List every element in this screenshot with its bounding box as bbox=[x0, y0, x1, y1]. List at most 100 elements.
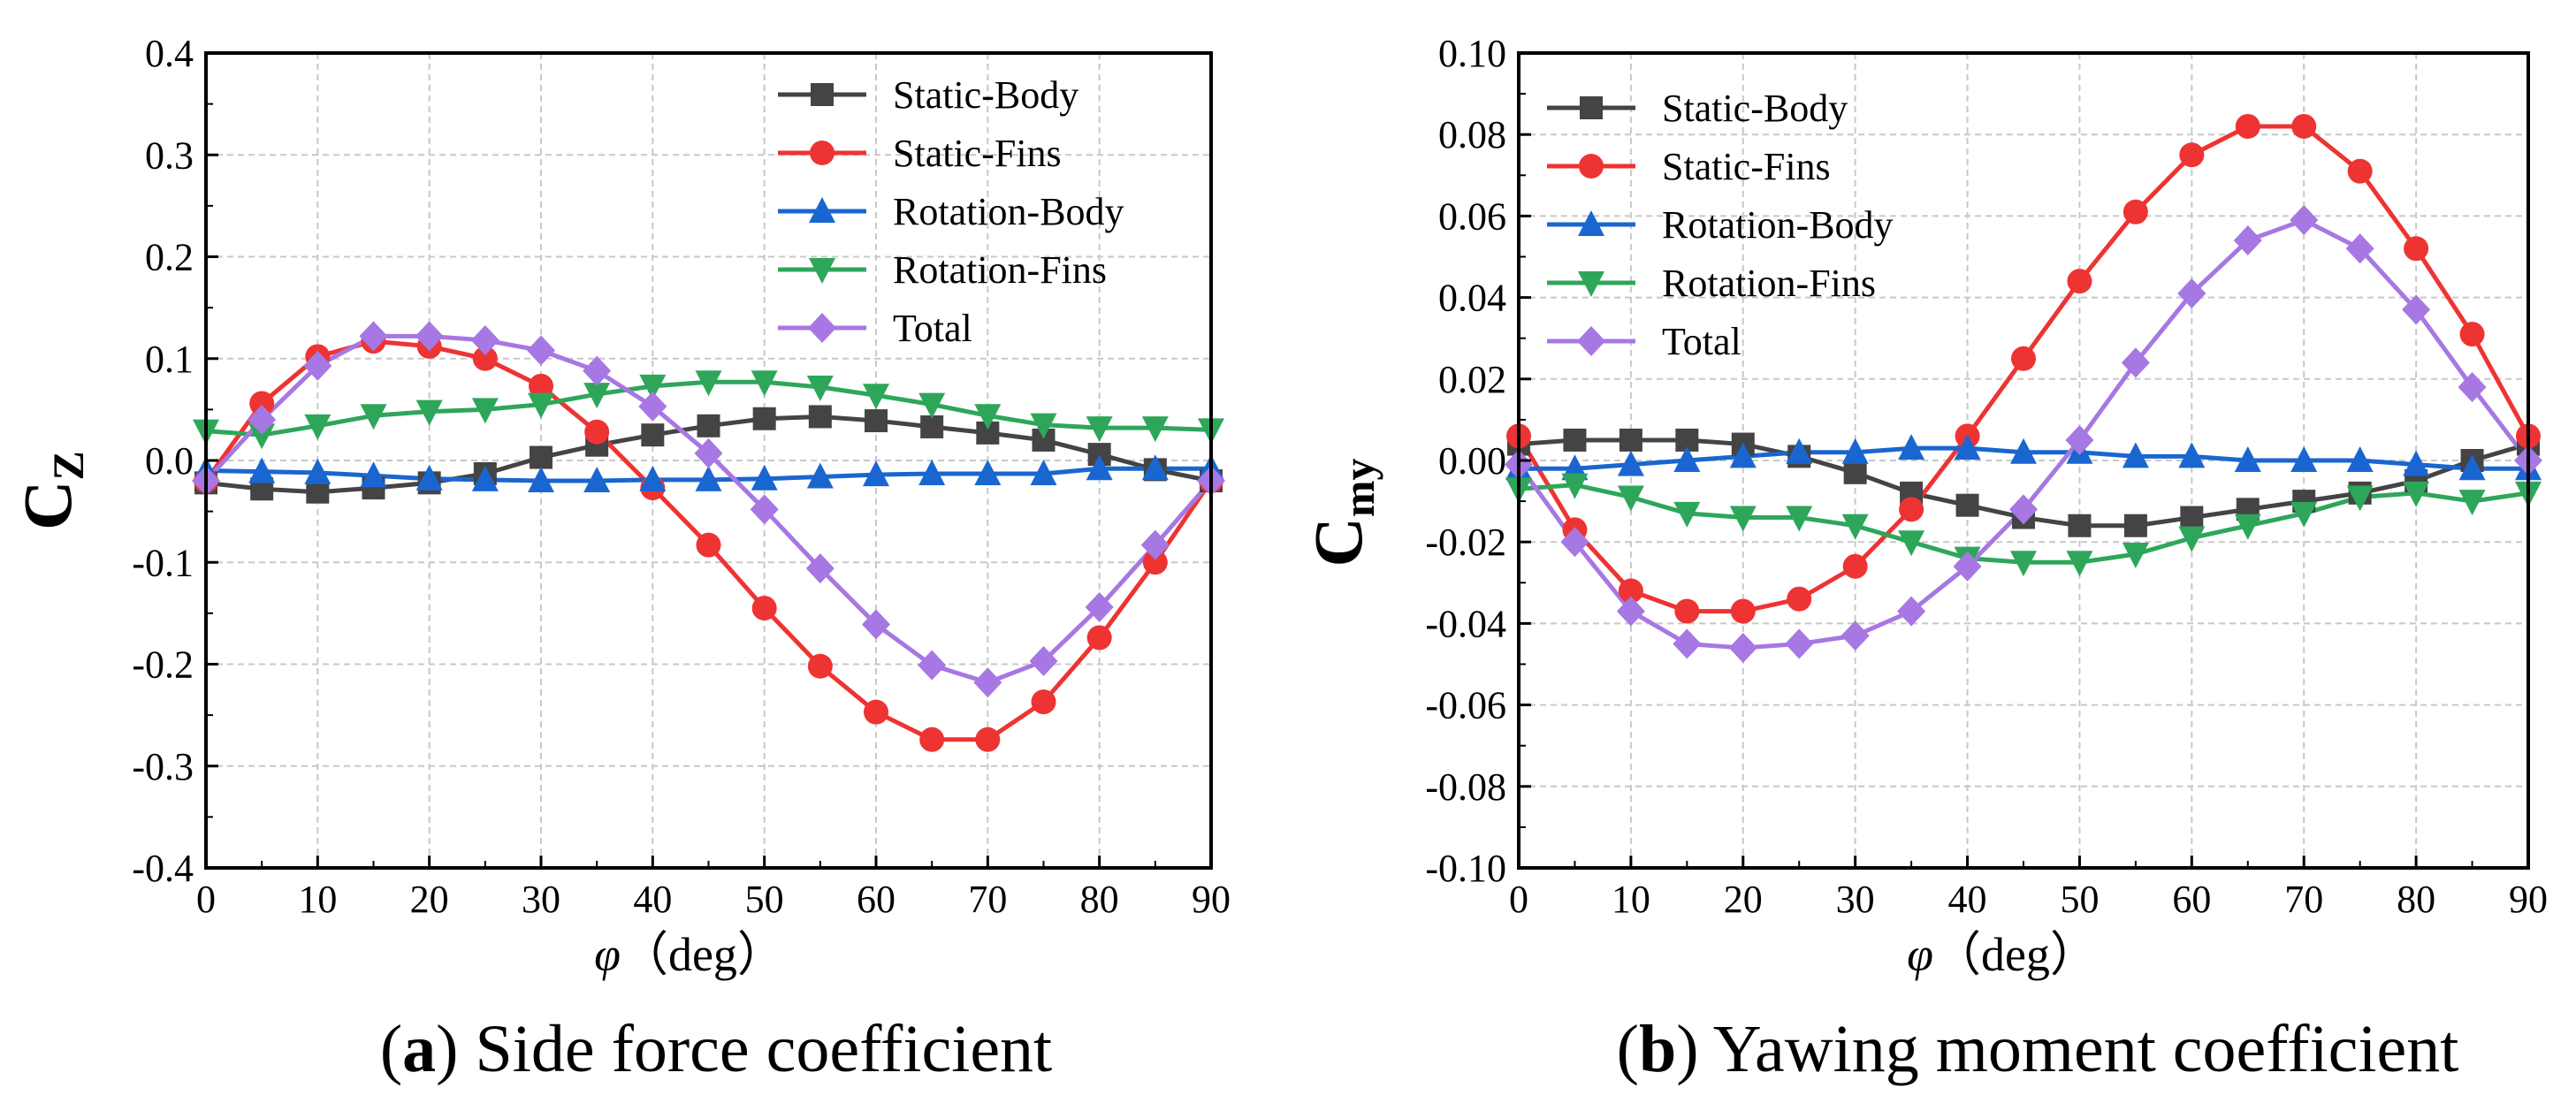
data-point-rotation-fins bbox=[2458, 490, 2486, 516]
data-point-total bbox=[2065, 424, 2094, 455]
y-axis-label: Cmy bbox=[1299, 459, 1383, 567]
data-point-total bbox=[583, 355, 612, 386]
data-point-rotation-fins bbox=[2346, 485, 2374, 512]
data-point-rotation-body bbox=[2290, 446, 2318, 472]
data-point-static-body bbox=[1955, 493, 1979, 517]
caption-panel-letter: a bbox=[402, 1012, 436, 1086]
data-point-static-body bbox=[1619, 428, 1642, 452]
x-axis-label-symbol: φ bbox=[594, 928, 621, 981]
data-point-static-fins bbox=[2123, 199, 2148, 224]
legend-label-static-body: Static-Body bbox=[1662, 87, 1848, 130]
data-point-rotation-body bbox=[695, 465, 722, 491]
data-point-rotation-fins bbox=[1141, 416, 1169, 443]
x-tick-label: 40 bbox=[1948, 878, 1987, 921]
data-point-rotation-fins bbox=[1898, 530, 1925, 557]
data-point-static-fins bbox=[1674, 598, 1700, 624]
data-point-static-fins bbox=[696, 532, 721, 558]
data-point-rotation-fins bbox=[360, 404, 387, 430]
data-point-static-body bbox=[641, 423, 665, 447]
y-axis-label-subscript: my bbox=[1334, 459, 1383, 518]
y-tick-label: 0.02 bbox=[1438, 358, 1506, 401]
data-point-static-body bbox=[2180, 506, 2204, 529]
data-point-rotation-body bbox=[918, 459, 946, 485]
data-point-rotation-body bbox=[974, 459, 1002, 485]
data-point-rotation-body bbox=[1141, 454, 1169, 481]
data-point-rotation-body bbox=[2458, 454, 2486, 481]
legend-marker-rotation-body bbox=[809, 197, 835, 223]
yawing-moment-chart: 0 10 20 30 40 50 60 70 80 90 -0.10 -0.08 -0.06 -0.04 -… bbox=[1299, 32, 2548, 1086]
y-axis-label-main: C bbox=[9, 481, 86, 530]
y-axis-label-subscript: Z bbox=[43, 451, 93, 480]
data-point-rotation-body bbox=[1086, 454, 1113, 481]
data-point-static-fins bbox=[472, 346, 498, 371]
data-point-rotation-fins bbox=[248, 423, 276, 450]
data-point-total bbox=[1785, 628, 1814, 659]
data-point-static-fins bbox=[1730, 598, 1756, 624]
data-point-rotation-body bbox=[471, 465, 499, 491]
data-point-rotation-body bbox=[2403, 450, 2430, 476]
legend-marker-total bbox=[808, 313, 836, 343]
data-point-rotation-body bbox=[360, 461, 387, 488]
data-point-rotation-body bbox=[2010, 437, 2037, 464]
caption-paren-open: ( bbox=[380, 1012, 402, 1086]
y-tick-label: -0.06 bbox=[1425, 684, 1506, 727]
y-tick-label: -0.08 bbox=[1425, 765, 1506, 809]
legend-marker-static-fins bbox=[810, 141, 835, 165]
data-point-rotation-fins bbox=[304, 414, 332, 440]
x-tick-label: 30 bbox=[522, 878, 560, 921]
y-tick-label: 0.0 bbox=[145, 439, 194, 483]
y-tick-label: 0.4 bbox=[145, 32, 194, 75]
data-point-static-fins bbox=[975, 726, 1001, 752]
data-point-rotation-body bbox=[583, 467, 611, 493]
data-point-static-body bbox=[752, 407, 776, 430]
data-point-static-fins bbox=[1899, 497, 1924, 522]
data-point-total bbox=[2233, 225, 2262, 256]
data-point-total bbox=[470, 325, 499, 356]
data-point-rotation-body bbox=[304, 458, 332, 484]
data-point-total bbox=[2177, 278, 2206, 308]
legend-label-rotation-fins: Rotation-Fins bbox=[893, 248, 1107, 292]
legend-label-static-body: Static-Body bbox=[893, 73, 1078, 117]
data-point-rotation-fins bbox=[1617, 485, 1644, 512]
y-tick-label: 0.08 bbox=[1438, 113, 1506, 156]
data-point-total bbox=[1560, 527, 1589, 558]
data-point-rotation-fins bbox=[918, 392, 946, 419]
panel-caption: (b) Yawing moment coefficient bbox=[1617, 1012, 2459, 1086]
legend-label-rotation-body: Rotation-Body bbox=[1662, 203, 1894, 247]
x-tick-label: 90 bbox=[2509, 878, 2548, 921]
data-point-total bbox=[359, 321, 388, 352]
data-point-static-body bbox=[1843, 460, 1867, 484]
legend-marker-total bbox=[1577, 326, 1605, 356]
data-point-total bbox=[2458, 372, 2487, 403]
data-point-static-fins bbox=[864, 699, 888, 725]
data-point-rotation-body bbox=[415, 464, 443, 491]
data-point-rotation-fins bbox=[2010, 551, 2037, 577]
legend-marker-static-body bbox=[811, 83, 834, 106]
data-point-rotation-fins bbox=[2178, 526, 2206, 552]
x-tick-label: 10 bbox=[298, 878, 337, 921]
data-point-total bbox=[527, 335, 555, 366]
legend-label-rotation-body: Rotation-Body bbox=[893, 190, 1124, 233]
data-point-total bbox=[973, 667, 1002, 698]
data-point-rotation-fins bbox=[1086, 416, 1113, 443]
data-point-static-fins bbox=[2067, 269, 2092, 294]
data-point-total bbox=[415, 321, 444, 352]
legend-label-total: Total bbox=[893, 307, 972, 350]
y-tick-label: 0.04 bbox=[1438, 277, 1506, 320]
x-tick-label: 30 bbox=[1836, 878, 1875, 921]
y-tick-label: -0.1 bbox=[132, 541, 194, 584]
data-point-static-fins bbox=[2179, 142, 2205, 168]
data-point-total bbox=[1897, 596, 1926, 627]
legend-marker-rotation-fins bbox=[1578, 271, 1604, 297]
data-point-static-body bbox=[530, 445, 553, 469]
data-point-rotation-body bbox=[1954, 434, 1981, 460]
data-point-rotation-body bbox=[1841, 437, 1869, 464]
caption-paren-open: ( bbox=[1617, 1012, 1639, 1086]
data-point-static-fins bbox=[1787, 586, 1812, 612]
x-axis-label: φ（deg） bbox=[594, 928, 785, 981]
data-point-total bbox=[2290, 205, 2319, 236]
x-tick-label: 50 bbox=[2060, 878, 2099, 921]
data-point-rotation-body bbox=[1786, 437, 1813, 464]
x-axis-label-unit: （deg） bbox=[1933, 928, 2098, 981]
